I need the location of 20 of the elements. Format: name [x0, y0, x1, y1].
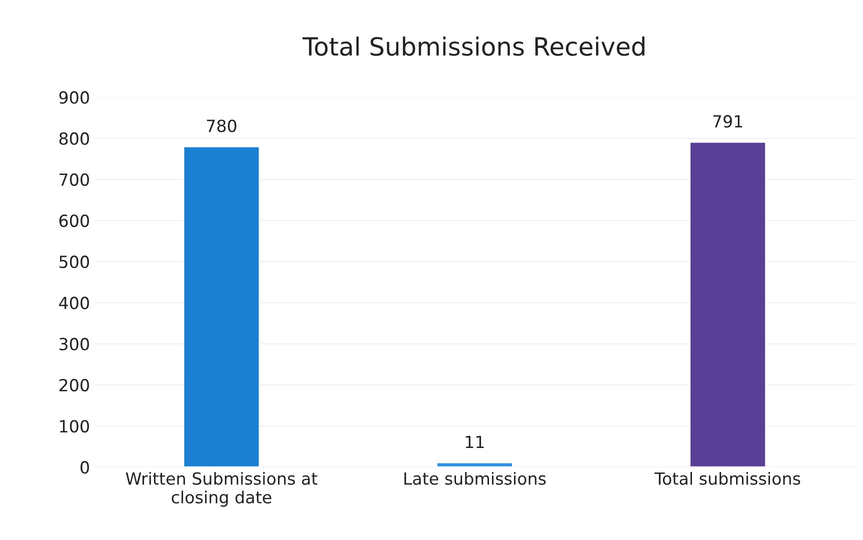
y-tick-label: 600: [59, 214, 89, 228]
y-tick-label: 0: [80, 461, 89, 474]
data-label: 11: [466, 436, 484, 448]
data-label: 780: [206, 120, 236, 132]
y-tick-label: 200: [59, 378, 89, 392]
y-tick-label: 800: [59, 132, 89, 145]
y-tick-label: 400: [59, 296, 89, 310]
y-tick-label: 700: [60, 173, 89, 186]
y-tick-label: 300: [60, 338, 89, 350]
bar: [182, 146, 260, 468]
x-tick-label: Written Submissions at closing date: [126, 472, 318, 507]
y-tick-label: 500: [60, 256, 89, 268]
chart-title: Total Submissions Received: [302, 36, 644, 56]
x-tick-label: Total submissions: [654, 472, 800, 485]
y-tick-label: 900: [59, 91, 89, 104]
y-tick-label: 100: [60, 420, 89, 433]
bar: [689, 141, 766, 468]
data-label: 791: [713, 115, 742, 128]
x-tick-label: Late submissions: [404, 472, 546, 485]
bar: [436, 462, 514, 468]
